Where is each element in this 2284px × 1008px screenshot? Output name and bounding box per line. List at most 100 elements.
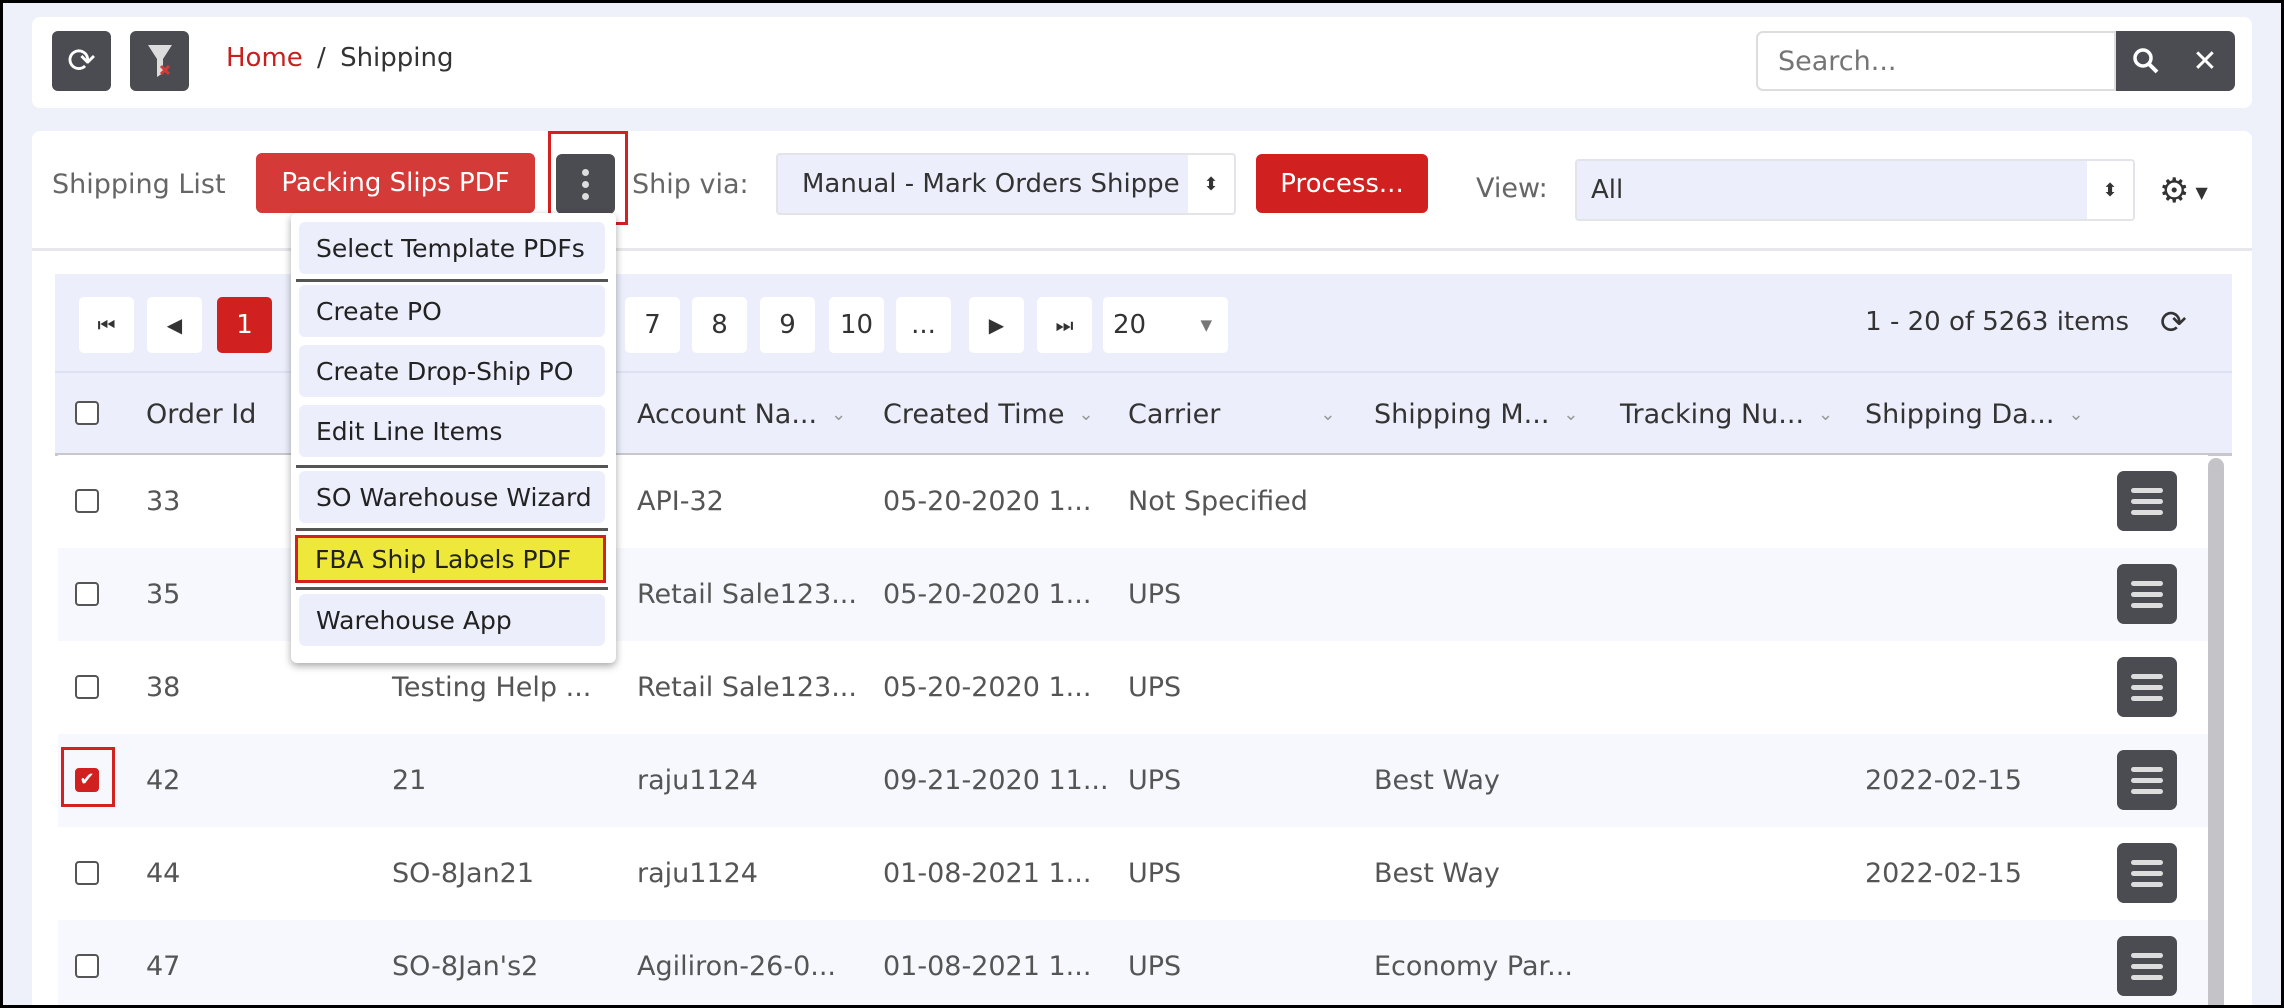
column-header[interactable]: Shipping Da... ⌄ <box>1865 373 2084 455</box>
row-checkbox[interactable] <box>75 861 99 885</box>
cell-created: 05-20-2020 1... <box>883 672 1092 703</box>
cell-ref[interactable]: SO-8Jan21 <box>392 858 535 889</box>
row-checkbox[interactable] <box>75 675 99 699</box>
last-page-icon: ⏭ <box>1055 313 1074 337</box>
cell-order-id[interactable]: 47 <box>146 951 181 982</box>
next-icon: ▶ <box>988 313 1005 337</box>
cell-carrier: Not Specified <box>1128 486 1308 517</box>
row-actions-button[interactable] <box>2117 750 2177 810</box>
cell-order-id[interactable]: 35 <box>146 579 181 610</box>
cell-order-id[interactable]: 38 <box>146 672 181 703</box>
cell-created: 05-20-2020 1... <box>883 486 1092 517</box>
settings-button[interactable]: ⚙ ▼ <box>2159 171 2208 211</box>
gear-icon: ⚙ <box>2159 171 2190 211</box>
packing-slips-pdf-button[interactable]: Packing Slips PDF <box>256 153 535 213</box>
cell-carrier: UPS <box>1128 858 1182 889</box>
chevron-down-icon[interactable]: ⌄ <box>1818 403 1834 425</box>
cell-ref[interactable]: SO-8Jan's2 <box>392 951 539 982</box>
scrollbar[interactable] <box>2208 458 2224 1005</box>
clear-search-button[interactable]: ✕ <box>2175 31 2235 91</box>
row-checkbox[interactable] <box>75 489 99 513</box>
chevron-down-icon[interactable]: ⌄ <box>1563 403 1579 425</box>
column-header[interactable]: Shipping M... ⌄ <box>1374 373 1579 455</box>
menu-create-drop-ship-po[interactable]: Create Drop-Ship PO <box>299 345 605 397</box>
menu-warehouse-app[interactable]: Warehouse App <box>299 594 605 646</box>
row-checkbox[interactable]: ✔ <box>75 768 99 792</box>
row-checkbox[interactable] <box>75 954 99 978</box>
cell-ship-date: 2022-02-15 <box>1865 765 2022 796</box>
filter-clear-icon <box>147 45 172 77</box>
row-actions-button[interactable] <box>2117 936 2177 996</box>
more-actions-button[interactable] <box>556 154 615 214</box>
chevron-down-icon[interactable]: ⌄ <box>831 403 847 425</box>
cell-order-id[interactable]: 33 <box>146 486 181 517</box>
chevron-down-icon[interactable]: ⌄ <box>1078 403 1094 425</box>
column-header[interactable]: Carrier ⌄ <box>1128 373 1335 455</box>
check-icon: ✔ <box>79 769 95 790</box>
view-label: View: <box>1476 173 1548 204</box>
cell-account[interactable]: Agiliron-26-0... <box>637 951 837 982</box>
column-header-label: Shipping M... <box>1374 398 1550 430</box>
column-header[interactable]: Created Time ⌄ <box>883 373 1094 455</box>
page-10[interactable]: 10 <box>829 297 884 353</box>
page-8[interactable]: 8 <box>692 297 747 353</box>
cell-account[interactable]: raju1124 <box>637 765 758 796</box>
menu-so-warehouse-wizard[interactable]: SO Warehouse Wizard <box>299 471 605 523</box>
view-select[interactable]: All ⬍ <box>1575 159 2135 221</box>
column-header[interactable]: Account Na... ⌄ <box>637 373 846 455</box>
ship-via-select[interactable]: Manual - Mark Orders Shippe ⬍ <box>776 153 1236 215</box>
row-actions-button[interactable] <box>2117 843 2177 903</box>
search-button[interactable] <box>2116 31 2175 91</box>
search-box <box>1756 31 2116 91</box>
table-row: 47 SO-8Jan's2 Agiliron-26-0... 01-08-2021 1… <box>58 920 2208 1005</box>
column-header[interactable]: Order Id <box>146 373 256 455</box>
column-header[interactable]: Tracking Nu... ⌄ <box>1620 373 1833 455</box>
cell-ref[interactable]: 21 <box>392 765 427 796</box>
menu-create-po[interactable]: Create PO <box>299 285 605 337</box>
select-all-checkbox[interactable] <box>75 401 99 425</box>
process-button[interactable]: Process... <box>1256 154 1428 213</box>
cell-account[interactable]: raju1124 <box>637 858 758 889</box>
row-actions-button[interactable] <box>2117 657 2177 717</box>
row-checkbox[interactable] <box>75 582 99 606</box>
cell-ref[interactable]: Testing Help ... <box>392 672 592 703</box>
column-header-label: Shipping Da... <box>1865 398 2055 430</box>
page-size-select[interactable]: 20 ▼ <box>1103 297 1228 353</box>
page-more[interactable]: ... <box>896 297 951 353</box>
clear-filter-button[interactable] <box>130 31 189 91</box>
menu-edit-line-items[interactable]: Edit Line Items <box>299 405 605 457</box>
close-icon: ✕ <box>2192 43 2218 79</box>
row-actions-button[interactable] <box>2117 471 2177 531</box>
header-bar: ⟳ Home / Shipping ✕ <box>32 17 2252 108</box>
menu-select-template-pdfs[interactable]: Select Template PDFs <box>299 222 605 274</box>
last-page-button[interactable]: ⏭ <box>1037 297 1092 353</box>
chevron-down-icon[interactable]: ⌄ <box>1320 403 1336 425</box>
cell-carrier: UPS <box>1128 765 1182 796</box>
cell-account[interactable]: API-32 <box>637 486 724 517</box>
cell-account[interactable]: Retail Sale123... <box>637 672 857 703</box>
prev-page-button[interactable]: ◀ <box>147 297 202 353</box>
row-actions-button[interactable] <box>2117 564 2177 624</box>
breadcrumb-separator: / <box>317 43 326 73</box>
cell-account[interactable]: Retail Sale123... <box>637 579 857 610</box>
chevron-down-icon[interactable]: ⌄ <box>2068 403 2084 425</box>
menu-fba-ship-labels-pdf[interactable]: FBA Ship Labels PDF <box>295 535 606 583</box>
cell-carrier: UPS <box>1128 672 1182 703</box>
menu-separator <box>296 528 608 531</box>
page-current[interactable]: 1 <box>217 297 272 353</box>
table-row: ✔ 42 21 raju1124 09-21-2020 11... UPS Best Way… <box>58 734 2208 827</box>
page-7[interactable]: 7 <box>625 297 680 353</box>
first-page-button[interactable]: ⏮ <box>79 297 134 353</box>
next-page-button[interactable]: ▶ <box>969 297 1024 353</box>
breadcrumb-home[interactable]: Home <box>226 43 303 73</box>
cell-order-id[interactable]: 44 <box>146 858 181 889</box>
shipping-list-title: Shipping List <box>52 169 226 200</box>
cell-order-id[interactable]: 42 <box>146 765 181 796</box>
page-9[interactable]: 9 <box>760 297 815 353</box>
refresh-button[interactable]: ⟳ <box>52 31 111 91</box>
cell-created: 01-08-2021 1... <box>883 858 1092 889</box>
grid-refresh-button[interactable]: ⟳ <box>2160 303 2187 341</box>
first-page-icon: ⏮ <box>97 313 116 337</box>
search-input[interactable] <box>1758 33 2114 89</box>
cell-method: Best Way <box>1374 858 1500 889</box>
